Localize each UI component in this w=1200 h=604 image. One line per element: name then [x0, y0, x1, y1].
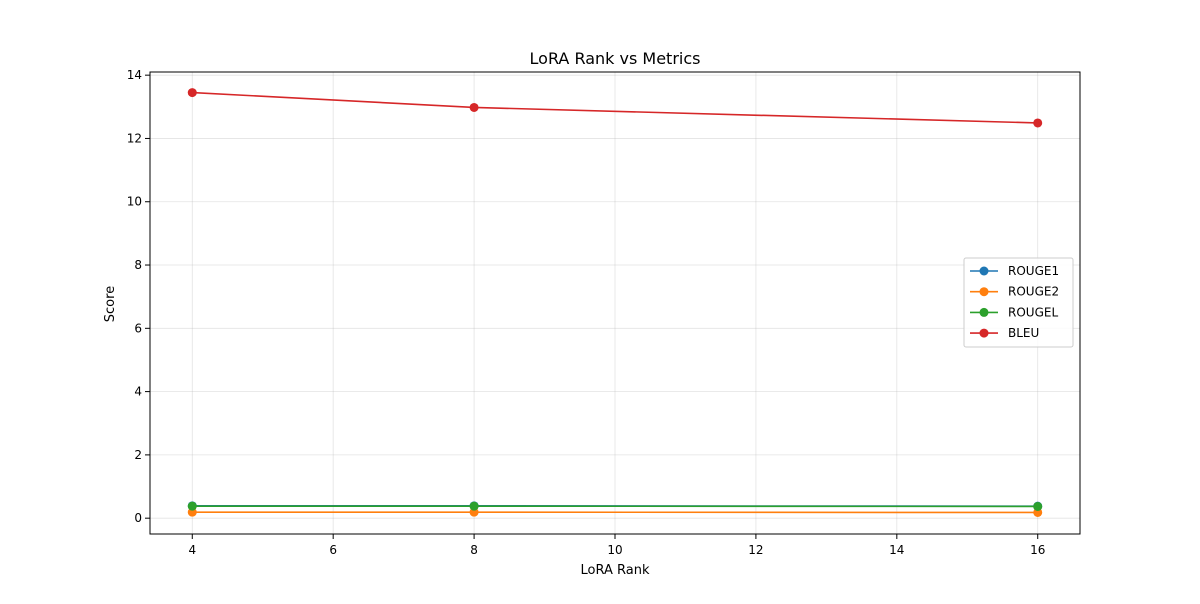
y-tick-label: 12: [127, 131, 142, 145]
x-tick-label: 14: [889, 543, 904, 557]
x-tick-label: 10: [607, 543, 622, 557]
data-point-rougel: [470, 502, 479, 511]
x-tick-label: 16: [1030, 543, 1045, 557]
legend: ROUGE1 ROUGE2 ROUGEL BLEU: [964, 258, 1073, 347]
y-tick-label: 8: [134, 258, 142, 272]
y-tick-label: 6: [134, 321, 142, 335]
chart-title: LoRA Rank vs Metrics: [530, 49, 701, 68]
x-axis-label: LoRA Rank: [581, 563, 650, 578]
legend-marker-bleu: [980, 329, 989, 338]
legend-marker-rouge1: [980, 267, 989, 276]
legend-label-bleu: BLEU: [1008, 326, 1039, 340]
x-tick-label: 12: [748, 543, 763, 557]
y-tick-label: 10: [127, 195, 142, 209]
legend-label-rouge2: ROUGE2: [1008, 285, 1059, 299]
y-tick-label: 2: [134, 448, 142, 462]
y-tick-label: 4: [134, 385, 142, 399]
x-tick-label: 6: [329, 543, 337, 557]
legend-marker-rougel: [980, 308, 989, 317]
y-tick-label: 14: [127, 68, 142, 82]
data-point-bleu: [188, 88, 197, 97]
data-point-rougel: [1033, 502, 1042, 511]
x-tick-label: 4: [188, 543, 196, 557]
legend-label-rougel: ROUGEL: [1008, 305, 1058, 319]
y-tick-label: 0: [134, 511, 142, 525]
legend-marker-rouge2: [980, 287, 989, 296]
data-point-bleu: [470, 103, 479, 112]
data-point-bleu: [1033, 118, 1042, 127]
data-point-rougel: [188, 502, 197, 511]
legend-label-rouge1: ROUGE1: [1008, 264, 1059, 278]
x-tick-label: 8: [470, 543, 478, 557]
y-axis-label: Score: [103, 286, 118, 322]
